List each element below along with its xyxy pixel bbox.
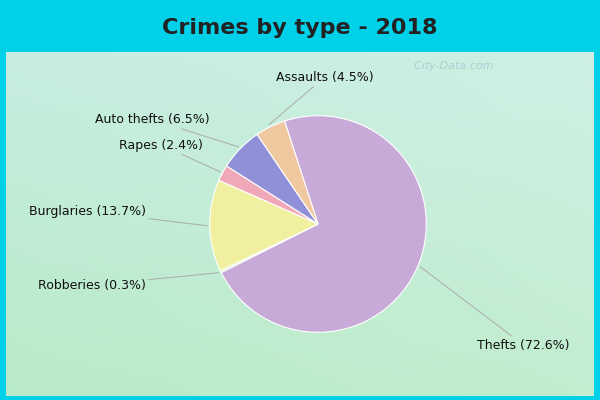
Text: Thefts (72.6%): Thefts (72.6%) (420, 267, 570, 352)
Wedge shape (227, 134, 318, 224)
Wedge shape (210, 180, 318, 271)
Wedge shape (220, 224, 318, 272)
Wedge shape (221, 116, 426, 332)
Text: Auto thefts (6.5%): Auto thefts (6.5%) (95, 113, 238, 147)
Text: Assaults (4.5%): Assaults (4.5%) (269, 71, 373, 124)
Text: Robberies (0.3%): Robberies (0.3%) (38, 273, 218, 292)
Text: Burglaries (13.7%): Burglaries (13.7%) (29, 205, 207, 226)
Wedge shape (219, 166, 318, 224)
Text: Crimes by type - 2018: Crimes by type - 2018 (162, 18, 438, 38)
Text: City-Data.com: City-Data.com (407, 61, 494, 71)
Wedge shape (257, 121, 318, 224)
Text: Rapes (2.4%): Rapes (2.4%) (119, 138, 220, 172)
